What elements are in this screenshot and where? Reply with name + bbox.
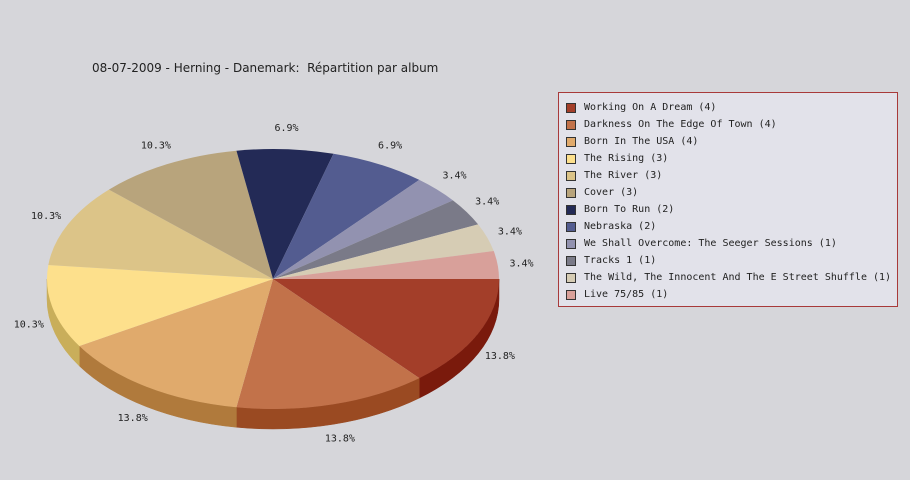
legend-item: We Shall Overcome: The Seeger Sessions (… (566, 235, 897, 252)
legend-swatch (566, 153, 576, 164)
legend-label: The Rising (3) (584, 153, 669, 164)
pie-slice-9 (273, 200, 479, 279)
legend-label: Darkness On The Edge Of Town (4) (584, 119, 777, 130)
pie-label-2: 13.8% (118, 413, 148, 424)
legend-label: The River (3) (584, 170, 663, 181)
legend-item: Cover (3) (566, 184, 897, 201)
pie-labels: 13.8% 13.8% 13.8% 10.3% 10.3% 10.3% 6.9% 6.9% 3.… (14, 123, 534, 444)
pie-slice-2 (79, 279, 273, 408)
legend-item: The Wild, The Innocent And The E Street … (566, 269, 897, 286)
legend-item: Tracks 1 (1) (566, 252, 897, 269)
legend-swatch (566, 119, 576, 130)
chart-title: 08-07-2009 - Herning - Danemark: Réparti… (92, 61, 439, 75)
legend-label: Born In The USA (4) (584, 136, 699, 147)
legend-swatch (566, 204, 576, 215)
legend-swatch (566, 102, 576, 113)
legend-label: Live 75/85 (1) (584, 289, 669, 300)
legend-swatch (566, 221, 576, 232)
pie-slice-11 (273, 251, 499, 279)
legend-label: Cover (3) (584, 187, 639, 198)
pie-label-6: 6.9% (274, 123, 298, 134)
pie-label-11: 3.4% (509, 259, 533, 270)
pie-slice-3 (47, 264, 274, 347)
pie-slice-8 (273, 179, 453, 279)
pie-label-8: 3.4% (442, 171, 466, 182)
legend-item: Working On A Dream (4) (566, 99, 897, 116)
legend-swatch (566, 136, 576, 147)
pie-label-10: 3.4% (498, 227, 522, 238)
legend-item: Darkness On The Edge Of Town (4) (566, 116, 897, 133)
pie-slice-0 (273, 279, 499, 379)
legend-swatch (566, 238, 576, 249)
legend-swatch (566, 187, 576, 198)
legend-item: Nebraska (2) (566, 218, 897, 235)
legend-item: Live 75/85 (1) (566, 286, 897, 303)
legend-item: The River (3) (566, 167, 897, 184)
legend-label: Tracks 1 (1) (584, 255, 657, 266)
pie-slice-1 (236, 279, 420, 409)
pie-label-7: 6.9% (378, 141, 402, 152)
pie-slice-7 (273, 153, 420, 279)
pie-slice-6 (236, 149, 334, 279)
legend-label: Born To Run (2) (584, 204, 675, 215)
pie-slice-5 (108, 150, 273, 279)
legend-swatch (566, 170, 576, 181)
legend-swatch (566, 289, 576, 300)
legend-item: Born In The USA (4) (566, 133, 897, 150)
legend-label: Working On A Dream (4) (584, 102, 717, 113)
pie-slice-10 (273, 224, 494, 279)
pie-label-5: 10.3% (141, 141, 171, 152)
pie-label-9: 3.4% (475, 197, 499, 208)
pie-label-4: 10.3% (31, 211, 61, 222)
legend-item: The Rising (3) (566, 150, 897, 167)
legend-label: The Wild, The Innocent And The E Street … (584, 272, 892, 283)
pie-slices (47, 149, 499, 409)
legend-label: Nebraska (2) (584, 221, 657, 232)
pie-slice-4 (48, 189, 273, 279)
legend-label: We Shall Overcome: The Seeger Sessions (… (584, 238, 837, 249)
legend-item: Born To Run (2) (566, 201, 897, 218)
legend: Working On A Dream (4) Darkness On The Ed… (558, 92, 898, 307)
pie-label-0: 13.8% (485, 351, 515, 362)
pie-label-1: 13.8% (325, 434, 355, 445)
legend-swatch (566, 255, 576, 266)
legend-swatch (566, 272, 576, 283)
pie-label-3: 10.3% (14, 320, 44, 331)
